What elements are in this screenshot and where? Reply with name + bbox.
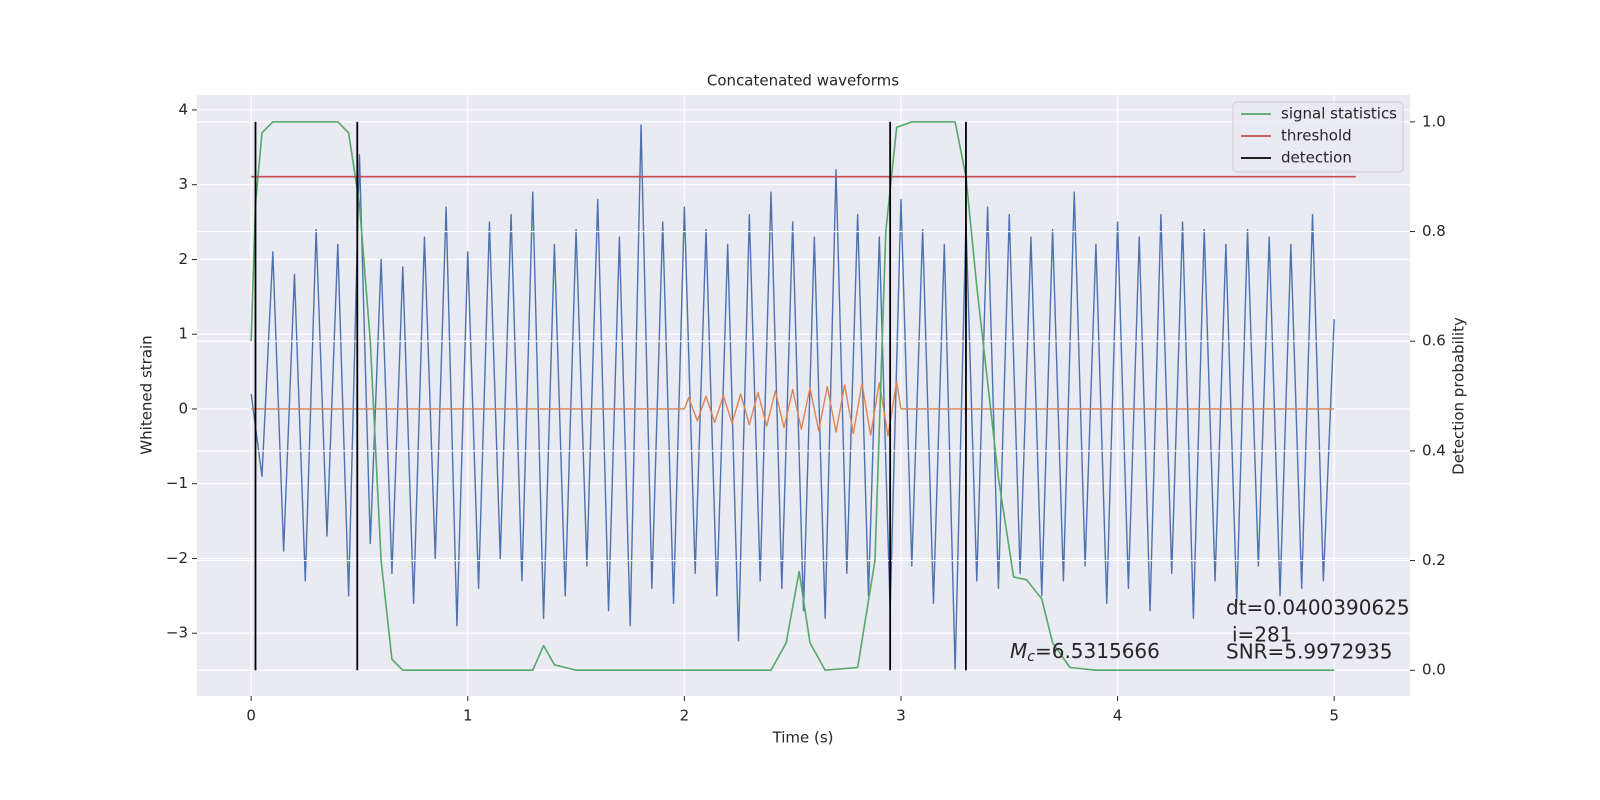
y-tick-label: 2: [178, 250, 188, 268]
legend-label: detection: [1281, 149, 1352, 167]
annotation-subscript: c: [1027, 649, 1035, 665]
x-axis-label: Time (s): [772, 729, 834, 747]
y2-tick-label: 0.8: [1422, 222, 1446, 240]
y2-tick-label: 0.0: [1422, 661, 1446, 679]
annotation: Mc=6.5315666: [1010, 639, 1160, 666]
y-tick-label: −1: [166, 474, 188, 492]
legend: signal statistics threshold detection: [1232, 101, 1404, 173]
annotation-symbol: M: [1010, 639, 1027, 663]
y-tick-label: −2: [166, 549, 188, 567]
y-tick-label: 0: [178, 399, 188, 417]
grid-y2: [197, 121, 1410, 671]
y-tick-label: 3: [178, 175, 188, 193]
y2-tick-label: 1.0: [1422, 112, 1446, 130]
legend-box: [1232, 101, 1404, 173]
overlay-layer: [250, 121, 1356, 672]
y2-tick-label: 0.2: [1422, 551, 1446, 569]
x-tick-label: 4: [1113, 707, 1123, 725]
annotation: i=281: [1232, 623, 1293, 647]
legend-label: signal statistics: [1281, 105, 1397, 123]
y-tick-label: 1: [178, 325, 188, 343]
annotation-text: =6.5315666: [1035, 639, 1160, 663]
x-tick-label: 0: [246, 707, 256, 725]
annotation: SNR=5.9972935: [1226, 640, 1392, 664]
y-axis-label: Whitened strain: [138, 335, 156, 454]
x-tick-label: 5: [1329, 707, 1339, 725]
chart-title: Concatenated waveforms: [707, 72, 899, 90]
y2-tick-label: 0.6: [1422, 332, 1446, 350]
x-tick-label: 2: [680, 707, 690, 725]
annotation: dt=0.0400390625: [1226, 596, 1410, 620]
y2-axis-label: Detection probability: [1450, 317, 1468, 475]
x-tick-label: 3: [896, 707, 906, 725]
y-tick-label: 4: [178, 100, 188, 118]
series-line: [251, 381, 1335, 437]
x-tick-label: 1: [463, 707, 473, 725]
y-tick-label: −3: [166, 624, 188, 642]
legend-label: threshold: [1281, 127, 1352, 145]
y2-tick-label: 0.4: [1422, 441, 1446, 459]
